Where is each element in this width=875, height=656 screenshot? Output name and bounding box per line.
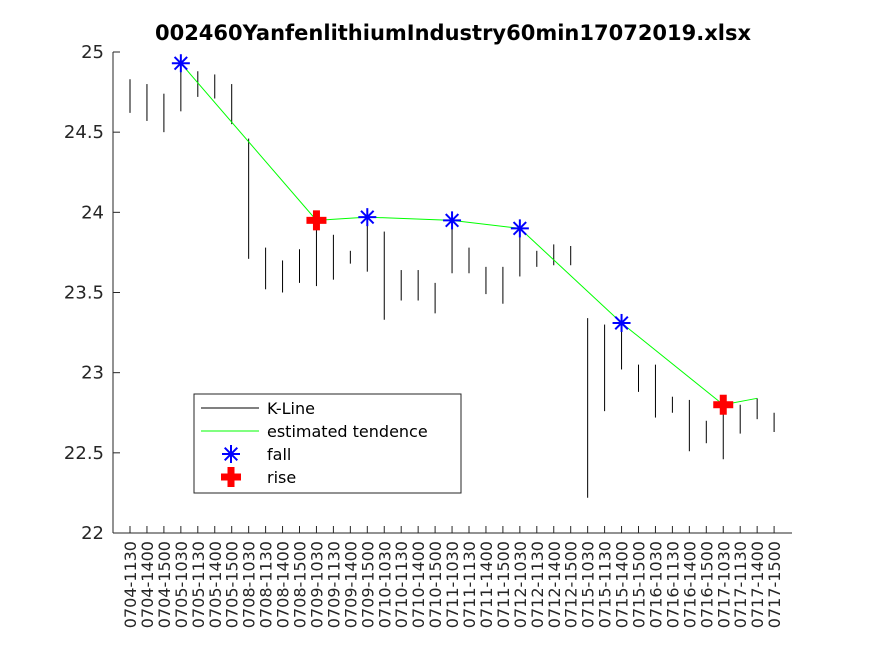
legend-label: rise	[267, 468, 296, 487]
x-tick-label: 0711-1400	[477, 541, 496, 628]
x-tick-label: 0716-1130	[663, 541, 682, 628]
plus-vertical	[312, 210, 320, 231]
x-tick-label: 0710-1500	[426, 541, 445, 628]
fall-marker	[171, 54, 190, 73]
x-tick-label: 0710-1130	[392, 541, 411, 628]
x-tick-label: 0715-1130	[596, 541, 615, 628]
legend-label: K-Line	[267, 399, 315, 418]
x-tick-label: 0709-1130	[324, 541, 343, 628]
x-tick-label: 0704-1500	[155, 541, 174, 628]
x-tick-label: 0716-1400	[680, 541, 699, 628]
asterisk-stroke	[614, 315, 629, 330]
asterisk-stroke	[445, 213, 460, 228]
legend-item: estimated tendence	[201, 422, 428, 441]
y-tick-label: 25	[81, 42, 104, 63]
x-tick-label: 0704-1130	[121, 541, 140, 628]
axes: 2222.52323.52424.5250704-11300704-140007…	[64, 42, 792, 628]
x-tick-label: 0705-1130	[189, 541, 208, 628]
plus-vertical	[227, 467, 235, 487]
plus-vertical	[719, 394, 727, 415]
x-tick-label: 0708-1500	[291, 541, 310, 628]
x-tick-label: 0711-1030	[443, 541, 462, 628]
fall-marker	[358, 208, 377, 227]
x-tick-label: 0711-1130	[460, 541, 479, 628]
x-tick-label: 0717-1030	[714, 541, 733, 628]
x-tick-label: 0709-1500	[358, 541, 377, 628]
legend-item: K-Line	[201, 399, 315, 418]
x-tick-label: 0709-1030	[307, 541, 326, 628]
x-tick-label: 0717-1400	[748, 541, 767, 628]
y-tick-label: 23	[81, 363, 104, 384]
legend: K-Line estimated tendence fall rise	[193, 393, 462, 494]
x-tick-label: 0716-1500	[697, 541, 716, 628]
asterisk-stroke	[360, 210, 375, 225]
x-tick-label: 0704-1400	[138, 541, 157, 628]
legend-item: fall	[222, 445, 291, 464]
fall-marker	[443, 211, 462, 230]
x-tick-label: 0705-1030	[172, 541, 191, 628]
y-tick-label: 22	[81, 523, 104, 544]
x-tick-label: 0709-1400	[341, 541, 360, 628]
x-tick-label: 0708-1030	[240, 541, 259, 628]
x-tick-label: 0705-1400	[206, 541, 225, 628]
y-tick-label: 24	[81, 202, 104, 223]
x-tick-label: 0715-1030	[579, 541, 598, 628]
rise-marker	[306, 210, 327, 231]
y-tick-label: 23.5	[64, 283, 104, 304]
legend-label: estimated tendence	[267, 422, 428, 441]
asterisk-stroke	[512, 221, 527, 236]
x-tick-label: 0710-1400	[409, 541, 428, 628]
legend-item: rise	[221, 467, 296, 487]
asterisk-stroke	[223, 446, 239, 462]
x-tick-label: 0708-1130	[257, 541, 276, 628]
chart-title: 002460YanfenlithiumIndustry60min17072019…	[155, 21, 752, 45]
x-tick-label: 0712-1400	[545, 541, 564, 628]
x-tick-label: 0715-1400	[613, 541, 632, 628]
x-tick-label: 0717-1500	[765, 541, 784, 628]
x-tick-label: 0710-1030	[375, 541, 394, 628]
x-tick-label: 0708-1400	[274, 541, 293, 628]
rise-marker	[713, 394, 734, 415]
x-tick-label: 0712-1130	[528, 541, 547, 628]
x-tick-label: 0716-1030	[646, 541, 665, 628]
x-tick-label: 0715-1500	[630, 541, 649, 628]
x-tick-label: 0712-1500	[562, 541, 581, 628]
y-tick-label: 22.5	[64, 443, 104, 464]
fall-marker	[612, 313, 631, 332]
asterisk-stroke	[173, 56, 188, 71]
x-tick-label: 0712-1030	[511, 541, 530, 628]
x-tick-label: 0705-1500	[223, 541, 242, 628]
fall-marker	[510, 219, 529, 238]
legend-rise-symbol	[221, 467, 241, 487]
x-tick-label: 0711-1500	[494, 541, 513, 628]
legend-label: fall	[267, 445, 291, 464]
legend-fall-symbol	[222, 445, 240, 463]
marker-series	[171, 54, 734, 415]
x-tick-label: 0717-1130	[731, 541, 750, 628]
y-tick-label: 24.5	[64, 122, 104, 143]
